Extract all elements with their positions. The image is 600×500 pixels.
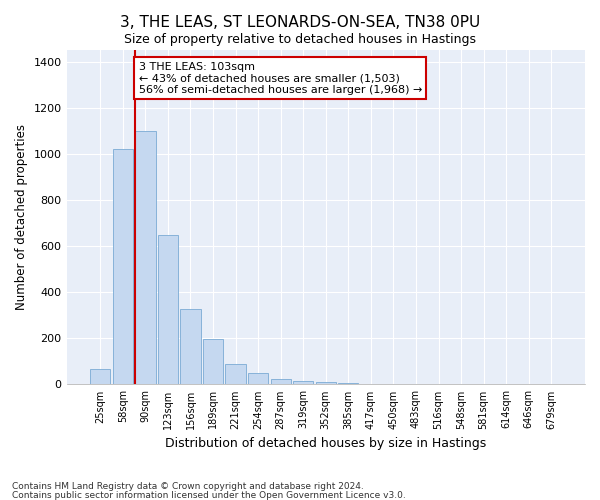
Bar <box>203 340 223 384</box>
Bar <box>271 378 291 384</box>
Bar <box>248 373 268 384</box>
Bar <box>113 149 133 384</box>
Bar <box>158 234 178 384</box>
Text: 3 THE LEAS: 103sqm
← 43% of detached houses are smaller (1,503)
56% of semi-deta: 3 THE LEAS: 103sqm ← 43% of detached hou… <box>139 62 422 94</box>
Bar <box>226 364 246 384</box>
Bar <box>135 130 155 384</box>
Text: Size of property relative to detached houses in Hastings: Size of property relative to detached ho… <box>124 32 476 46</box>
Bar <box>316 382 336 384</box>
Text: 3, THE LEAS, ST LEONARDS-ON-SEA, TN38 0PU: 3, THE LEAS, ST LEONARDS-ON-SEA, TN38 0P… <box>120 15 480 30</box>
Y-axis label: Number of detached properties: Number of detached properties <box>15 124 28 310</box>
Text: Contains HM Land Registry data © Crown copyright and database right 2024.: Contains HM Land Registry data © Crown c… <box>12 482 364 491</box>
X-axis label: Distribution of detached houses by size in Hastings: Distribution of detached houses by size … <box>165 437 487 450</box>
Bar <box>90 370 110 384</box>
Bar <box>293 381 313 384</box>
Bar <box>181 310 200 384</box>
Text: Contains public sector information licensed under the Open Government Licence v3: Contains public sector information licen… <box>12 490 406 500</box>
